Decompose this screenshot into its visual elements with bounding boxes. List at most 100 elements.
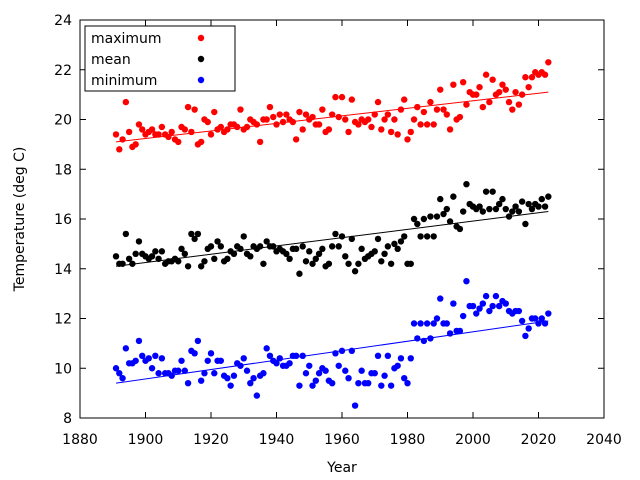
data-point-mean bbox=[515, 208, 523, 215]
data-point-minimum bbox=[378, 382, 385, 389]
data-point-maximum bbox=[459, 78, 467, 86]
data-point-maximum bbox=[345, 128, 352, 136]
data-point-minimum bbox=[414, 335, 421, 342]
legend-label-maximum: maximum bbox=[91, 31, 162, 47]
data-point-maximum bbox=[381, 116, 388, 123]
trend-line-mean bbox=[115, 211, 549, 267]
data-point-maximum bbox=[417, 121, 424, 128]
data-point-mean bbox=[545, 193, 552, 200]
data-point-minimum bbox=[119, 375, 126, 382]
data-point-mean bbox=[335, 243, 342, 250]
data-point-minimum bbox=[224, 375, 231, 382]
data-point-maximum bbox=[525, 83, 532, 91]
data-point-minimum bbox=[492, 292, 500, 300]
data-point-mean bbox=[325, 260, 333, 267]
data-point-mean bbox=[512, 203, 519, 210]
data-point-mean bbox=[479, 208, 487, 215]
data-point-maximum bbox=[335, 113, 342, 121]
data-point-minimum bbox=[351, 402, 359, 409]
data-point-maximum bbox=[184, 103, 192, 111]
data-point-mean bbox=[443, 205, 450, 213]
data-point-minimum bbox=[158, 355, 166, 362]
data-point-mean bbox=[496, 200, 503, 208]
data-point-minimum bbox=[135, 337, 143, 345]
series-mean bbox=[112, 180, 552, 277]
data-point-minimum bbox=[433, 315, 441, 322]
y-tick-label: 24 bbox=[54, 13, 72, 29]
y-tick-label: 22 bbox=[54, 63, 72, 79]
data-point-maximum bbox=[132, 141, 139, 148]
data-point-minimum bbox=[538, 315, 545, 322]
data-point-minimum bbox=[292, 352, 300, 360]
data-point-minimum bbox=[204, 357, 211, 364]
data-point-minimum bbox=[207, 350, 215, 357]
data-point-mean bbox=[522, 220, 529, 228]
data-point-mean bbox=[260, 260, 267, 267]
x-tick-label: 2040 bbox=[586, 432, 622, 448]
data-point-minimum bbox=[148, 365, 156, 372]
data-point-minimum bbox=[266, 352, 274, 360]
data-point-minimum bbox=[397, 355, 405, 362]
data-point-minimum bbox=[315, 370, 323, 377]
data-point-maximum bbox=[256, 138, 264, 146]
data-point-mean bbox=[230, 250, 238, 258]
data-point-mean bbox=[256, 243, 264, 250]
data-point-maximum bbox=[473, 91, 480, 98]
y-tick-label: 10 bbox=[54, 361, 72, 377]
series-minimum bbox=[112, 277, 552, 409]
data-point-minimum bbox=[430, 320, 437, 327]
data-point-mean bbox=[535, 203, 542, 210]
data-point-maximum bbox=[365, 116, 372, 123]
data-point-minimum bbox=[374, 352, 382, 360]
data-point-maximum bbox=[296, 108, 303, 116]
data-point-mean bbox=[148, 253, 156, 260]
data-point-maximum bbox=[430, 121, 437, 128]
x-tick-label: 1940 bbox=[259, 432, 295, 448]
data-point-maximum bbox=[371, 111, 378, 118]
data-point-minimum bbox=[456, 327, 464, 335]
data-point-maximum bbox=[489, 76, 496, 83]
data-point-mean bbox=[348, 235, 356, 243]
data-point-minimum bbox=[273, 360, 280, 367]
data-point-maximum bbox=[515, 101, 523, 108]
data-point-minimum bbox=[384, 352, 392, 360]
x-tick-label: 1920 bbox=[193, 432, 229, 448]
data-point-maximum bbox=[391, 116, 398, 123]
data-point-minimum bbox=[191, 350, 198, 357]
trend-line-minimum bbox=[115, 320, 549, 384]
data-point-maximum bbox=[505, 98, 513, 106]
data-point-maximum bbox=[509, 106, 516, 113]
data-point-minimum bbox=[358, 367, 365, 374]
data-point-maximum bbox=[420, 108, 428, 116]
axes: 1880 1900 1920 1940 1960 1980 2000 2020 2040 8 10 1… bbox=[54, 13, 622, 448]
data-point-mean bbox=[299, 243, 306, 250]
data-point-maximum bbox=[502, 86, 509, 93]
data-point-mean bbox=[315, 250, 323, 258]
data-point-minimum bbox=[348, 347, 356, 355]
data-point-minimum bbox=[355, 379, 362, 387]
data-point-maximum bbox=[374, 98, 382, 106]
data-point-mean bbox=[122, 230, 130, 238]
data-point-mean bbox=[509, 208, 516, 215]
data-point-maximum bbox=[217, 123, 225, 131]
data-point-minimum bbox=[427, 335, 434, 342]
data-point-maximum bbox=[463, 101, 470, 108]
data-point-minimum bbox=[518, 317, 526, 325]
data-point-maximum bbox=[427, 98, 434, 106]
data-point-maximum bbox=[299, 126, 306, 133]
data-point-maximum bbox=[181, 126, 188, 133]
data-point-mean bbox=[211, 255, 218, 262]
x-tick-label: 1980 bbox=[390, 432, 426, 448]
data-point-minimum bbox=[446, 330, 454, 337]
data-point-mean bbox=[518, 198, 526, 205]
data-point-mean bbox=[489, 188, 496, 195]
plot-area bbox=[112, 59, 552, 409]
data-point-minimum bbox=[417, 320, 424, 327]
data-point-minimum bbox=[306, 362, 313, 369]
data-point-mean bbox=[214, 238, 221, 245]
data-point-maximum bbox=[328, 111, 336, 118]
data-point-mean bbox=[283, 250, 290, 258]
data-point-maximum bbox=[325, 126, 333, 133]
data-point-maximum bbox=[270, 113, 277, 121]
data-point-mean bbox=[119, 260, 126, 267]
